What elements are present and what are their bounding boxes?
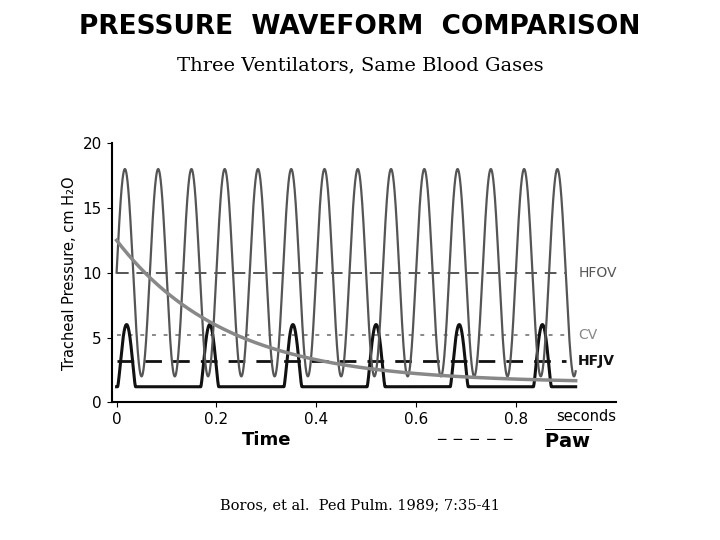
Text: Three Ventilators, Same Blood Gases: Three Ventilators, Same Blood Gases xyxy=(176,57,544,75)
Text: HFJV: HFJV xyxy=(578,354,615,368)
Text: HFOV: HFOV xyxy=(578,266,616,280)
Text: CV: CV xyxy=(578,328,598,342)
Text: Time: Time xyxy=(242,431,291,449)
Text: $\mathbf{\overline{Paw}}$: $\mathbf{\overline{Paw}}$ xyxy=(544,428,591,452)
Text: seconds: seconds xyxy=(556,409,616,424)
Text: Boros, et al.  Ped Pulm. 1989; 7:35-41: Boros, et al. Ped Pulm. 1989; 7:35-41 xyxy=(220,498,500,512)
Text: PRESSURE  WAVEFORM  COMPARISON: PRESSURE WAVEFORM COMPARISON xyxy=(79,14,641,39)
Text: ─ ─ ─ ─ ─: ─ ─ ─ ─ ─ xyxy=(438,433,513,447)
Y-axis label: Tracheal Pressure, cm H₂O: Tracheal Pressure, cm H₂O xyxy=(62,176,77,369)
